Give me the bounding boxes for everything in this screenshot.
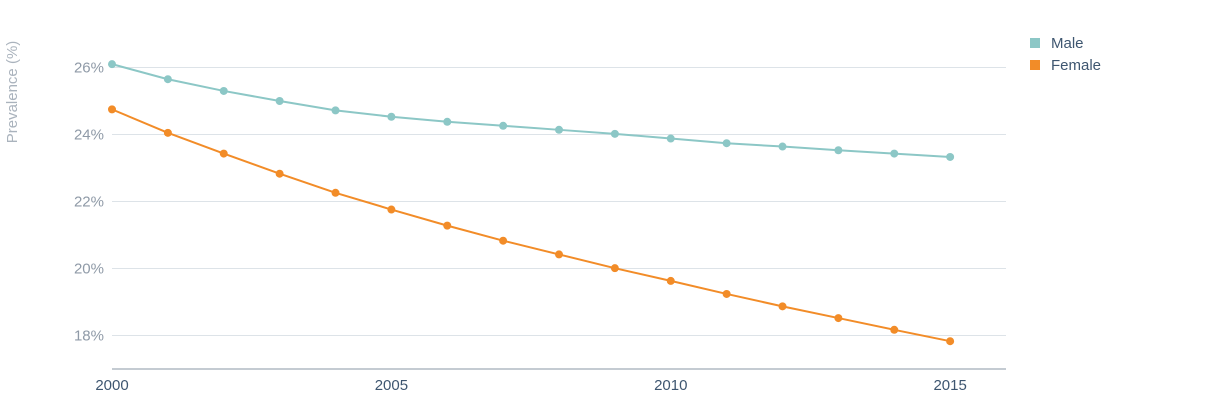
y-axis-ticks: 18% 20% 22% 24% 26% [74, 60, 104, 345]
data-point-female[interactable] [610, 264, 619, 273]
y-tick-label: 18% [74, 328, 104, 345]
x-tick-label: 2000 [95, 377, 128, 394]
data-point-male[interactable] [722, 139, 731, 148]
data-point-male[interactable] [443, 117, 452, 126]
data-point-female[interactable] [778, 302, 787, 311]
series-line-male [111, 63, 952, 158]
legend-item-female[interactable]: Female [1030, 57, 1101, 74]
data-point-male[interactable] [499, 121, 508, 130]
data-point-male[interactable] [219, 86, 228, 95]
x-tick-label: 2005 [375, 377, 408, 394]
data-point-male[interactable] [666, 134, 675, 143]
y-tick-label: 22% [74, 194, 104, 211]
legend-item-male[interactable]: Male [1030, 35, 1084, 52]
data-point-male[interactable] [331, 106, 340, 115]
legend-label: Female [1051, 57, 1101, 74]
legend-label: Male [1051, 35, 1084, 52]
data-point-male[interactable] [890, 149, 899, 158]
data-point-female[interactable] [163, 128, 172, 137]
data-point-male[interactable] [275, 97, 284, 105]
grid-lines [112, 67, 1006, 336]
data-point-female[interactable] [722, 289, 731, 298]
legend-swatch-female [1030, 60, 1040, 70]
data-point-female[interactable] [219, 149, 228, 158]
data-point-female[interactable] [443, 221, 452, 230]
data-point-female[interactable] [108, 105, 116, 114]
data-point-female[interactable] [331, 188, 340, 197]
data-point-female[interactable] [946, 337, 955, 346]
data-point-female[interactable] [275, 169, 284, 178]
x-tick-label: 2015 [933, 377, 966, 394]
y-tick-label: 24% [74, 127, 104, 144]
series-layer [108, 60, 955, 346]
x-tick-label: 2010 [654, 377, 687, 394]
data-point-female[interactable] [834, 314, 843, 323]
series-female [108, 105, 955, 346]
data-point-female[interactable] [555, 250, 563, 259]
y-tick-label: 26% [74, 60, 104, 77]
legend[interactable]: Male Female [1030, 35, 1101, 74]
data-point-male[interactable] [778, 142, 787, 151]
y-tick-label: 20% [74, 261, 104, 278]
legend-swatch-male [1030, 38, 1040, 48]
x-axis-ticks: 2000 2005 2010 2015 [95, 377, 967, 394]
data-point-male[interactable] [108, 60, 116, 69]
data-point-female[interactable] [666, 276, 675, 285]
data-point-male[interactable] [610, 129, 619, 138]
series-male [108, 60, 955, 161]
data-point-male[interactable] [387, 112, 396, 121]
data-point-female[interactable] [387, 205, 396, 214]
data-point-male[interactable] [946, 152, 955, 161]
y-axis-title: Prevalence (%) [4, 41, 21, 144]
data-point-female[interactable] [890, 325, 899, 334]
data-point-male[interactable] [834, 146, 843, 155]
data-point-male[interactable] [163, 75, 172, 84]
data-point-male[interactable] [555, 125, 563, 134]
data-point-female[interactable] [499, 236, 508, 245]
series-line-female [111, 108, 952, 343]
